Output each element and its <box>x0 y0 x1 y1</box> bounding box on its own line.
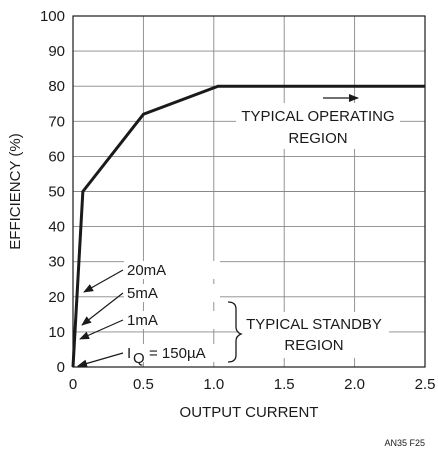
y-tick-label: 100 <box>40 8 65 25</box>
operating-region-label-line1: TYPICAL OPERATING <box>241 108 394 125</box>
x-tick-label: 1.0 <box>203 376 224 393</box>
standby-arrow <box>77 352 124 368</box>
standby-label-text: 5mA <box>127 285 158 302</box>
standby-arrow <box>83 269 124 293</box>
y-tick-label: 80 <box>48 78 65 95</box>
standby-brace <box>227 301 243 363</box>
operating-region-label-line2: REGION <box>288 130 347 147</box>
standby-label-text: 1mA <box>127 312 158 329</box>
y-tick-label: 40 <box>48 219 65 236</box>
tick-labels: 0 0.5 1.0 1.5 2.0 2.5 0 10 20 30 40 50 60 70 80 90 100 <box>40 8 435 393</box>
standby-label-prefix: I <box>127 345 131 362</box>
standby-region-label-line2: REGION <box>284 337 343 354</box>
standby-region-label-bg <box>239 312 389 358</box>
y-tick-label: 50 <box>48 184 65 201</box>
y-tick-label: 30 <box>48 254 65 271</box>
figure-id: AN35 F25 <box>384 438 425 448</box>
y-tick-label: 90 <box>48 43 65 60</box>
standby-label-bg <box>124 284 220 302</box>
standby-label-text: = 150µA <box>149 345 206 362</box>
standby-arrow <box>81 292 124 326</box>
standby-label-bg <box>124 261 220 279</box>
annotation-layer: TYPICAL OPERATING REGION TYPICAL STANDBY RE… <box>73 94 400 368</box>
standby-label-bg <box>124 311 220 329</box>
y-tick-label: 0 <box>57 359 65 376</box>
y-tick-label: 10 <box>48 324 65 341</box>
y-tick-label: 60 <box>48 148 65 165</box>
standby-region-label-line1: TYPICAL STANDBY <box>246 316 382 333</box>
y-tick-label: 70 <box>48 113 65 130</box>
x-tick-label: 0 <box>69 376 77 393</box>
standby-label-subscript: Q <box>133 350 145 367</box>
x-tick-label: 2.0 <box>344 376 365 393</box>
x-tick-label: 0.5 <box>133 376 154 393</box>
x-axis-label: OUTPUT CURRENT <box>180 404 319 421</box>
y-tick-label: 20 <box>48 289 65 306</box>
x-tick-label: 2.5 <box>415 376 436 393</box>
standby-label-text: 20mA <box>127 262 166 279</box>
standby-arrow <box>79 319 124 340</box>
standby-label-bg <box>124 344 220 362</box>
y-axis-label: EFFICIENCY (%) <box>7 133 24 249</box>
x-tick-label: 1.5 <box>274 376 295 393</box>
plot-frame <box>72 15 426 368</box>
operating-region-label-bg <box>236 103 400 149</box>
